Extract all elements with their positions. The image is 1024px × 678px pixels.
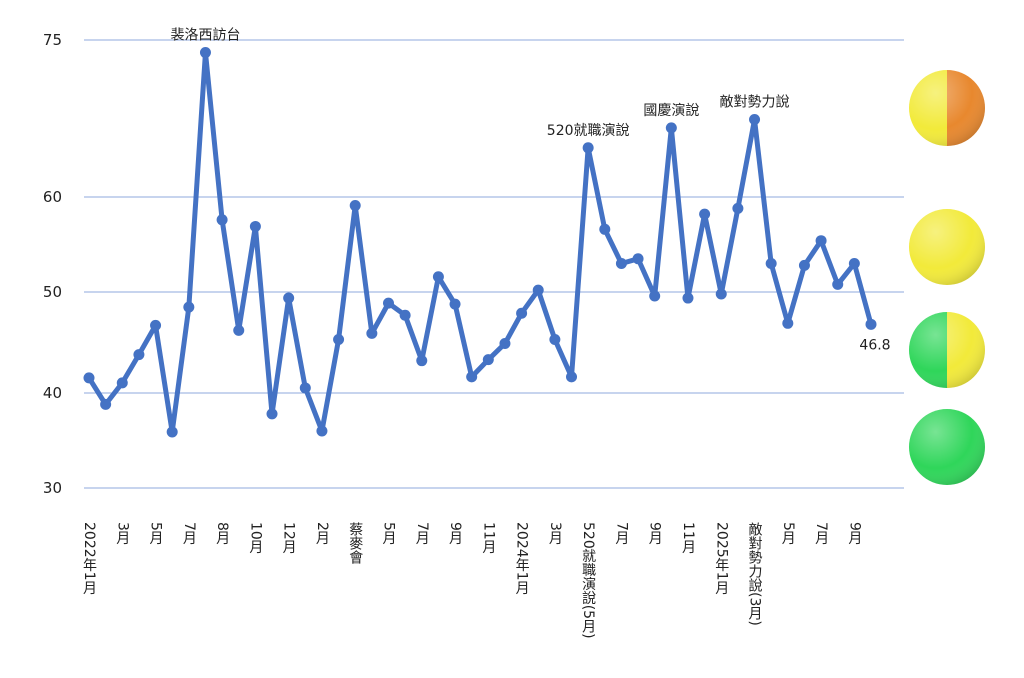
x-tick-label: 5月	[147, 522, 164, 545]
annotation-label: 46.8	[859, 337, 890, 353]
data-point	[682, 292, 694, 304]
x-tick-label: 9月	[846, 522, 863, 545]
x-tick-label: 2月	[313, 522, 330, 545]
x-tick-label: 8月	[214, 522, 231, 545]
x-tick-label: 蔡麥會	[347, 522, 364, 564]
data-point	[798, 259, 810, 271]
data-point	[83, 372, 95, 384]
data-point	[499, 338, 511, 350]
annotation-label: 國慶演說	[643, 102, 699, 119]
annotation-label: 裴洛西訪台	[170, 28, 240, 44]
data-point	[649, 290, 661, 302]
x-tick-label: 10月	[247, 522, 264, 554]
x-tick-label: 敵對勢力說(3月)	[746, 522, 763, 626]
data-point	[749, 114, 761, 126]
data-point	[715, 288, 727, 300]
x-tick-label: 11月	[679, 522, 696, 554]
data-point	[482, 354, 494, 366]
data-point	[549, 333, 561, 345]
x-tick-label: 3月	[114, 522, 131, 545]
x-tick-label: 5月	[380, 522, 397, 545]
x-tick-label: 12月	[280, 522, 297, 554]
x-tick-label: 3月	[546, 522, 563, 545]
y-tick-label: 30	[43, 479, 62, 497]
data-point	[848, 258, 860, 269]
data-point	[266, 408, 278, 420]
data-point	[382, 297, 394, 309]
x-tick-label: 2022年1月	[81, 522, 97, 595]
annotation-label: 敵對勢力說	[720, 94, 790, 111]
data-point	[233, 324, 245, 336]
indicator-yellow-icon	[909, 209, 985, 285]
data-point	[699, 208, 711, 220]
data-point	[283, 292, 295, 304]
x-tick-label: 2024年1月	[513, 522, 530, 595]
y-tick-label: 50	[43, 283, 62, 301]
data-point	[100, 398, 112, 410]
x-tick-label: 7月	[180, 522, 197, 545]
data-point	[416, 355, 428, 367]
data-point	[582, 142, 594, 154]
data-point	[665, 122, 677, 134]
data-point	[216, 214, 228, 226]
indicator-green-yellow-icon	[909, 312, 985, 388]
y-tick-label: 40	[43, 384, 62, 402]
data-point	[116, 377, 128, 389]
data-point	[432, 271, 444, 283]
data-point	[466, 371, 478, 383]
data-point	[199, 47, 211, 59]
x-tick-label: 2025年1月	[713, 522, 730, 595]
x-tick-label: 7月	[813, 522, 830, 545]
data-point	[150, 319, 162, 331]
data-point	[732, 202, 744, 214]
data-point	[532, 284, 544, 296]
data-point	[566, 371, 578, 383]
data-point	[166, 426, 178, 438]
data-point	[865, 318, 877, 330]
data-point	[615, 258, 627, 269]
data-point	[249, 220, 261, 232]
data-point	[782, 317, 794, 329]
indicator-orange-yellow-icon	[909, 70, 985, 146]
data-point	[133, 349, 145, 361]
data-point	[832, 278, 844, 290]
x-tick-label: 7月	[613, 522, 630, 545]
x-tick-label: 11月	[480, 522, 497, 554]
x-tick-label: 5月	[779, 522, 796, 545]
data-point	[399, 309, 411, 321]
annotation-label: 520就職演說	[547, 122, 630, 139]
data-point	[349, 200, 361, 212]
data-point	[815, 235, 827, 247]
data-point	[449, 298, 461, 310]
data-point	[299, 382, 311, 394]
data-point	[366, 327, 378, 339]
x-tick-label: 520就職演說(5月)	[580, 522, 597, 639]
data-point	[765, 258, 777, 269]
data-point	[316, 425, 328, 437]
x-tick-label: 9月	[447, 522, 464, 545]
series-line	[86, 50, 874, 435]
x-tick-label: 7月	[413, 522, 430, 545]
x-tick-label: 9月	[646, 522, 663, 545]
data-point	[516, 307, 528, 319]
data-point	[183, 301, 195, 313]
y-tick-label: 60	[43, 188, 62, 206]
y-tick-label: 75	[43, 31, 62, 49]
data-point	[333, 333, 345, 345]
indicator-green-icon	[909, 409, 985, 485]
data-point	[599, 223, 611, 235]
data-point	[632, 253, 644, 265]
